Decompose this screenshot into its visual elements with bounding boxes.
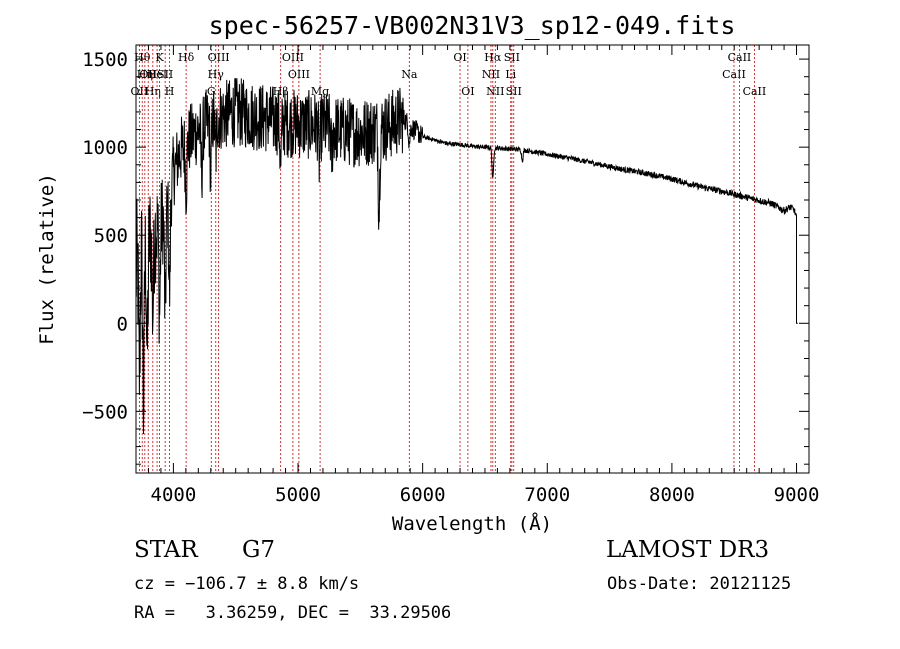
y-tick-label: −500 <box>82 401 128 423</box>
x-tick-label: 5000 <box>275 484 321 506</box>
line-marker-label: OIII <box>282 51 304 64</box>
y-tick-label: 0 <box>117 313 128 335</box>
coordinates: RA = 3.36259, DEC = 33.29506 <box>134 603 452 623</box>
line-marker-label: CaII <box>743 85 767 98</box>
line-marker-label: H <box>165 85 175 98</box>
y-axis: −500 0 500 1000 1500 <box>82 49 809 465</box>
line-marker-label: NII <box>482 68 500 81</box>
line-marker-label: Na <box>401 68 418 81</box>
y-tick-label: 500 <box>94 225 128 247</box>
subclass-label: G7 <box>242 537 276 563</box>
line-marker-label: Hγ <box>208 68 225 81</box>
survey-label: LAMOST DR3 <box>606 537 770 563</box>
line-marker-label: OIII <box>288 68 310 81</box>
y-tick-label: 1000 <box>82 137 128 159</box>
line-marker-label: OII <box>131 85 149 98</box>
x-tick-label: 7000 <box>524 484 570 506</box>
x-axis-label: Wavelength (Å) <box>392 512 552 535</box>
redshift-text: cz = −106.7 ± 8.8 km/s <box>134 574 360 594</box>
x-axis: 4000 5000 6000 7000 8000 9000 <box>135 45 820 506</box>
line-marker-label: Hα <box>484 51 502 64</box>
line-marker-label: Hθ <box>134 51 151 64</box>
x-tick-label: 9000 <box>774 484 820 506</box>
line-marker-label: G <box>207 85 216 98</box>
line-marker-label: SII <box>506 85 522 98</box>
obs-date: Obs-Date: 20121125 <box>607 574 792 594</box>
line-marker-label: Li <box>505 68 516 81</box>
line-marker-label: OI <box>461 85 474 98</box>
class-label: STAR <box>134 537 198 563</box>
y-tick-label: 1500 <box>82 49 128 71</box>
line-marker-label: SII <box>504 51 520 64</box>
line-marker-label: Hδ <box>178 51 195 64</box>
chart-title: spec-56257-VB002N31V3_sp12-049.fits <box>209 11 736 40</box>
line-marker-label: CaII <box>722 68 746 81</box>
x-tick-label: 8000 <box>649 484 695 506</box>
line-marker-label: SII <box>157 68 173 81</box>
spectrum-line <box>135 78 798 435</box>
line-marker-label: CaII <box>728 51 752 64</box>
plot-frame <box>135 44 810 474</box>
line-marker-label: K <box>155 51 164 64</box>
line-marker-label: Hη <box>137 68 153 81</box>
line-marker-label: Hη <box>145 85 161 98</box>
line-marker-label: OIII <box>208 51 230 64</box>
x-tick-label: 4000 <box>151 484 197 506</box>
line-marker-label: NII <box>486 85 504 98</box>
y-axis-label: Flux (relative) <box>36 173 58 345</box>
x-tick-label: 6000 <box>400 484 446 506</box>
line-markers: OIIHθHηOIIHηHeIKSIIHHδGHγOIIIHβOIIIOIIIM… <box>131 45 767 473</box>
line-marker-label: OI <box>453 51 466 64</box>
line-marker-label: Hβ <box>273 85 289 98</box>
line-marker-label: HeI <box>147 68 167 81</box>
spectrum-series <box>135 78 798 435</box>
